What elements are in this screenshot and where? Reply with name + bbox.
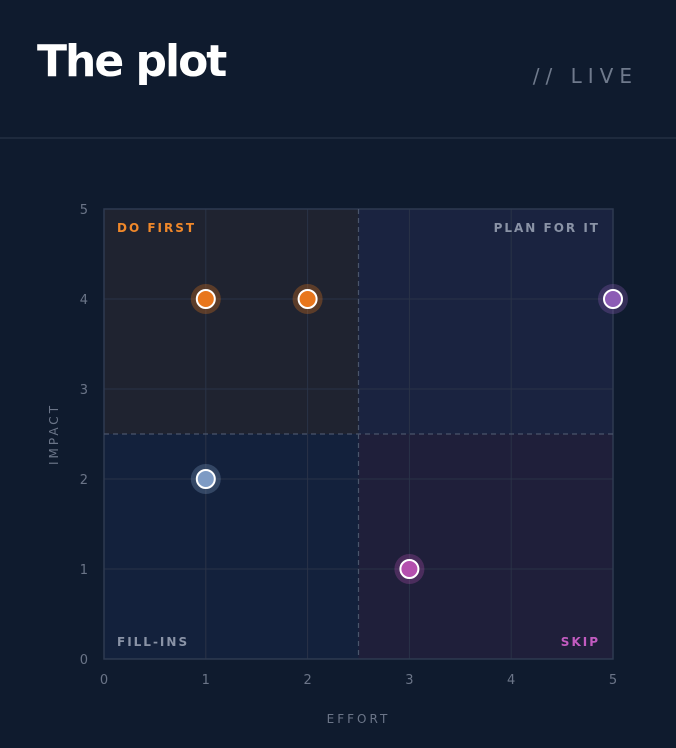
x-tick-label: 4 — [507, 673, 515, 688]
quadrant-top-right-bg — [358, 209, 613, 434]
data-point — [195, 289, 216, 309]
y-tick-label: 5 — [80, 203, 88, 218]
x-tick-label: 0 — [100, 673, 108, 688]
y-axis-title: IMPACT — [47, 403, 61, 465]
quadrant-top-left-bg — [104, 209, 359, 434]
x-tick-label: 5 — [609, 673, 617, 688]
data-point — [297, 289, 318, 309]
x-tick-label: 1 — [202, 673, 210, 688]
x-axis-title: EFFORT — [327, 712, 391, 726]
data-point — [195, 469, 216, 489]
page-title: The plot — [37, 36, 227, 87]
x-tick-label: 3 — [405, 673, 413, 688]
y-tick-label: 3 — [80, 383, 88, 398]
y-tick-label: 0 — [80, 653, 88, 668]
quadrant-label-top-right: PLAN FOR IT — [494, 221, 600, 235]
data-point — [399, 559, 420, 579]
y-tick-label: 4 — [80, 293, 88, 308]
x-tick-label: 2 — [303, 673, 311, 688]
data-point — [603, 289, 623, 309]
quadrant-label-top-left: DO FIRST — [117, 221, 196, 235]
quadrant-label-bottom-right: SKIP — [561, 635, 600, 649]
scatter-chart: DO FIRST PLAN FOR IT FILL-INS SKIP 0 1 2 3 4 5 0 1 2… — [47, 203, 628, 726]
live-status: // LIVE — [532, 64, 638, 88]
quadrant-label-bottom-left: FILL-INS — [117, 635, 189, 649]
quadrant-bottom-right-bg — [358, 434, 613, 659]
quadrant-bottom-left-bg — [104, 434, 359, 659]
header: The plot // LIVE — [0, 0, 676, 139]
y-tick-label: 2 — [80, 473, 88, 488]
y-tick-label: 1 — [80, 563, 88, 578]
